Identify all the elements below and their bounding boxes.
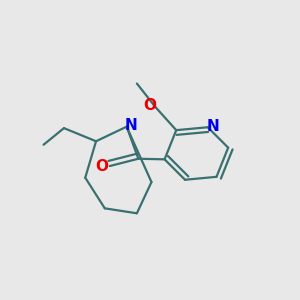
Text: N: N <box>124 118 137 133</box>
Text: N: N <box>207 119 219 134</box>
Text: O: O <box>143 98 156 112</box>
Text: O: O <box>95 158 108 173</box>
